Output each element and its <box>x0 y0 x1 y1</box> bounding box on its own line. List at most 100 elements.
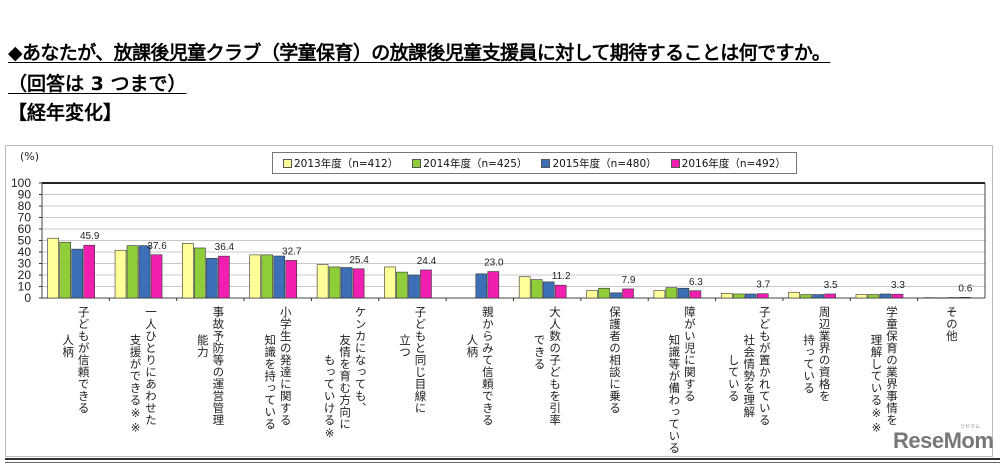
y-tick-label: 50 <box>18 234 32 248</box>
data-label: 11.2 <box>552 271 571 282</box>
legend-item-2013: 2013年度（n=412） <box>283 156 398 171</box>
bar <box>653 290 666 299</box>
bar <box>744 293 757 299</box>
bar <box>530 279 543 299</box>
x-category-label-line: もっていける※ <box>322 354 337 441</box>
y-tick-label: 10 <box>18 280 32 294</box>
x-category-label: ケンカになっても、 友情を育む方向に もっていける※ <box>322 306 368 441</box>
legend-item-2014: 2014年度（n=425） <box>412 156 527 171</box>
x-category-label-line: 保護者の相談に乗る <box>608 306 623 414</box>
x-category-label-line: 知識を持っている <box>263 334 278 430</box>
section-title: 【経年変化】 <box>8 102 123 124</box>
legend-item-2015: 2015年度（n=480） <box>541 156 657 171</box>
x-category-label: 子どもと同じ目線に 立つ <box>397 306 428 414</box>
x-category-label-line: 知識等が備わっている <box>667 334 682 454</box>
bottom-rule <box>5 458 1000 460</box>
bar <box>732 293 745 299</box>
bar <box>622 288 634 299</box>
data-label: 23.0 <box>484 258 504 269</box>
x-category-label: 学童保育の業界事情を 理解している※※ <box>869 306 899 435</box>
data-label: 25.4 <box>349 255 369 266</box>
x-category-label-line: 理解している※※ <box>869 334 884 435</box>
bar <box>194 247 206 299</box>
bar <box>249 254 262 299</box>
x-category-label: 小学生の発達に関する 知識を持っている <box>263 306 293 430</box>
x-category-label-line: 大人数の子どもを引率 <box>548 306 563 426</box>
y-tick-label: 20 <box>18 268 32 282</box>
y-tick-label: 30 <box>18 257 32 271</box>
x-category-label: 一人ひとりにあわせた 支援ができる※※ <box>128 306 159 435</box>
bar <box>518 276 531 299</box>
bar <box>720 293 733 299</box>
y-tick-label: 0 <box>24 291 31 305</box>
data-label: 7.9 <box>622 275 636 286</box>
x-category-label-line: 周辺業界の資格を <box>817 306 832 402</box>
y-tick-label: 70 <box>18 211 32 225</box>
y-tick-label: 80 <box>18 199 32 213</box>
bar <box>891 293 904 299</box>
data-label: 45.9 <box>80 231 100 242</box>
data-label: 24.4 <box>417 256 437 267</box>
bar <box>340 267 353 299</box>
x-category-label-line: 学童保育の業界事情を <box>884 306 899 426</box>
bar <box>812 294 824 299</box>
bar <box>47 237 59 299</box>
bar <box>959 297 971 299</box>
bar <box>867 294 880 299</box>
bar <box>665 287 678 299</box>
x-category-label: 子どもが置かれている 社会情勢を理解 している <box>726 306 772 426</box>
y-tick-label: 100 <box>11 176 31 190</box>
x-category-label-line: 子どもが信頼できる <box>76 306 91 414</box>
x-category-label-line: 障がい児に関する <box>682 306 697 402</box>
x-category-label-line: 支援ができる※※ <box>128 334 143 435</box>
bar <box>261 254 274 299</box>
bar <box>352 268 365 299</box>
legend-swatch-2016 <box>670 158 680 168</box>
data-label: 37.6 <box>147 241 167 252</box>
legend-label-2015: 2015年度（n=480） <box>552 157 657 170</box>
x-category-label: 大人数の子どもを引率 できる <box>532 306 563 426</box>
bar <box>935 297 947 299</box>
data-label: 6.3 <box>689 277 703 288</box>
x-category-label-line: 社会情勢を理解 <box>742 334 757 418</box>
bar <box>879 293 892 299</box>
bar <box>384 266 396 299</box>
question-title: ◆あなたが、放課後児童クラブ（学童保育）の放課後児童支援員に対して期待することは… <box>8 42 831 64</box>
resemom-watermark-kana: リセマム <box>960 424 981 430</box>
bar <box>218 255 230 299</box>
x-category-label-line: 友情を育む方向に <box>338 334 353 430</box>
bottom-rule-thin <box>5 462 1000 463</box>
bar <box>677 287 690 299</box>
legend-item-2016: 2016年度（n=492） <box>670 156 786 171</box>
bar <box>542 281 555 299</box>
x-category-label-line: 子どもと同じ目線に <box>413 306 428 414</box>
x-category-label-line: その他 <box>944 306 959 342</box>
bar <box>947 297 959 299</box>
data-label: 3.3 <box>891 280 905 291</box>
bar <box>598 287 610 299</box>
x-category-label: 事故予防等の運営管理 能力 <box>195 306 226 426</box>
bar <box>316 264 329 299</box>
x-category-label-line: ケンカになっても、 <box>353 306 368 414</box>
x-category-label-line: 事故予防等の運営管理 <box>211 306 226 426</box>
bar <box>475 273 488 299</box>
x-category-label-line: 能力 <box>195 334 210 358</box>
x-category-label-line: 親からみて信頼できる <box>480 306 495 426</box>
bar <box>610 292 622 299</box>
bar <box>114 249 127 299</box>
bar <box>788 291 800 299</box>
bar <box>923 297 935 299</box>
y-tick-label: 40 <box>18 245 32 259</box>
data-label: 3.7 <box>756 280 770 291</box>
bar <box>800 294 812 299</box>
chart-legend: 2013年度（n=412） 2014年度（n=425） 2015年度（n=480… <box>272 152 797 174</box>
legend-label-2014: 2014年度（n=425） <box>423 157 528 170</box>
x-category-label: 親からみて信頼できる 人柄 <box>465 306 495 426</box>
bar <box>182 243 194 299</box>
data-label: 3.5 <box>824 280 838 291</box>
bar <box>59 241 71 299</box>
x-category-label-line: 一人ひとりにあわせた <box>144 306 159 426</box>
bar <box>396 271 408 299</box>
legend-label-2013: 2013年度（n=412） <box>294 157 399 170</box>
